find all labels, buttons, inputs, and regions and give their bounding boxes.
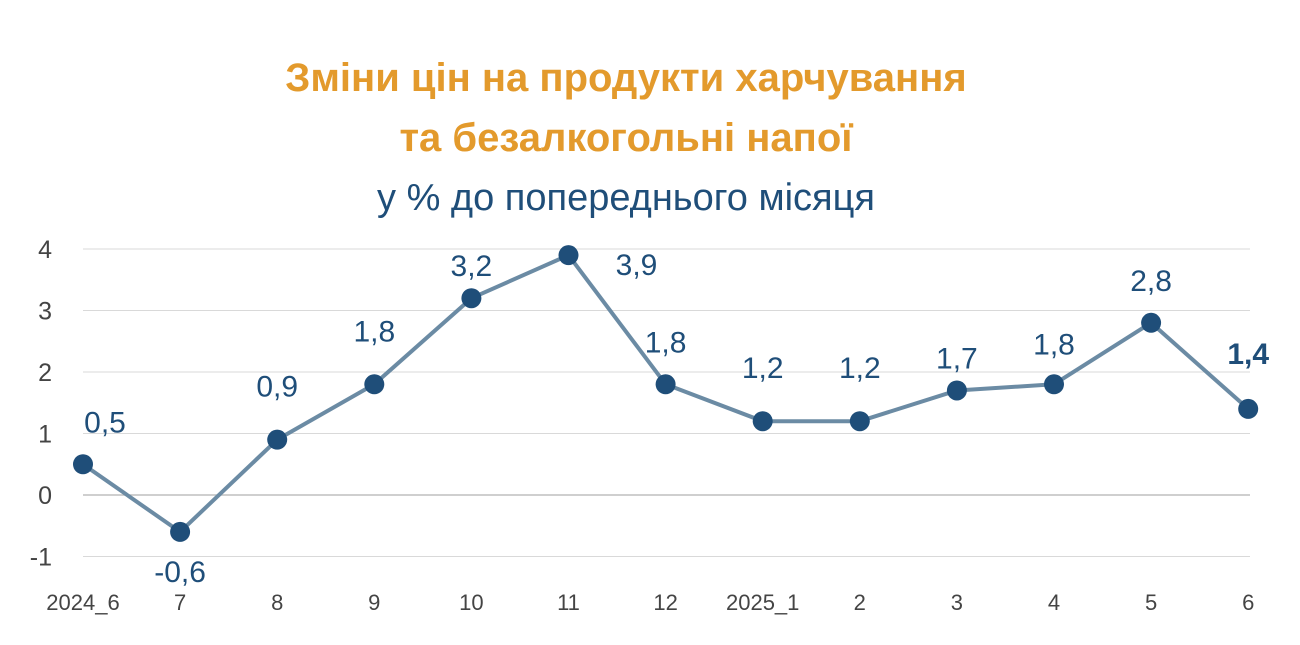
series-markers xyxy=(73,245,1259,542)
data-point xyxy=(73,454,93,475)
data-point xyxy=(1044,374,1064,395)
x-tick-label: 4 xyxy=(1048,590,1060,615)
y-axis-ticks: -1 0 1 2 3 4 xyxy=(30,236,52,572)
data-label: 1,8 xyxy=(645,326,687,359)
data-point xyxy=(849,411,870,432)
chart-title-line-1: Зміни цін на продукти харчування xyxy=(285,56,967,100)
data-label: -0,6 xyxy=(154,556,206,589)
data-point xyxy=(461,288,482,309)
data-label: 2,8 xyxy=(1130,265,1172,298)
data-label: 1,8 xyxy=(1033,328,1075,361)
data-label: 1,7 xyxy=(936,342,978,375)
data-point xyxy=(267,429,288,450)
chart-subtitle: у % до попереднього місяця xyxy=(377,177,875,219)
chart-title-block: Зміни цін на продукти харчування та беза… xyxy=(0,48,1252,226)
y-tick-label: 1 xyxy=(38,421,52,449)
data-label: 1,8 xyxy=(353,315,395,348)
x-tick-label: 5 xyxy=(1145,590,1157,615)
x-tick-label: 12 xyxy=(653,590,677,615)
data-label: 1,2 xyxy=(742,352,784,385)
x-axis-ticks: 2024_6 7 8 9 10 11 12 2025_1 2 3 4 5 6 xyxy=(46,590,1254,615)
x-tick-label: 11 xyxy=(557,590,580,615)
data-label: 3,9 xyxy=(616,249,658,282)
data-label: 0,9 xyxy=(256,371,298,404)
x-tick-label: 2025_1 xyxy=(726,590,799,615)
data-point xyxy=(1141,312,1162,333)
x-tick-label: 8 xyxy=(271,590,283,615)
data-label: 0,5 xyxy=(84,406,126,439)
data-point xyxy=(752,411,773,432)
chart-title-line-2: та безалкогольні напої xyxy=(399,116,853,160)
data-point xyxy=(655,374,676,395)
data-label: 1,2 xyxy=(839,352,881,385)
data-label: 3,2 xyxy=(451,250,493,283)
x-tick-label: 7 xyxy=(174,590,186,615)
x-tick-label: 3 xyxy=(951,590,963,615)
data-point xyxy=(364,374,385,395)
data-label: 1,4 xyxy=(1227,338,1269,371)
y-tick-label: -1 xyxy=(30,544,52,572)
y-tick-label: 2 xyxy=(38,359,52,387)
x-tick-label: 10 xyxy=(459,590,483,615)
data-labels: 0,5 -0,6 0,9 1,8 3,2 3,9 1,8 1,2 1,2 1,7 1,8 2,8 1,4 xyxy=(84,249,1269,589)
data-point xyxy=(170,521,191,542)
data-point xyxy=(1238,398,1259,419)
x-tick-label: 9 xyxy=(368,590,380,615)
data-point xyxy=(558,245,579,266)
x-tick-label: 2024_6 xyxy=(46,590,119,615)
x-tick-label: 6 xyxy=(1242,590,1254,615)
x-tick-label: 2 xyxy=(854,590,866,615)
y-tick-label: 4 xyxy=(38,236,52,264)
y-tick-label: 0 xyxy=(38,482,52,510)
data-point xyxy=(946,380,967,401)
y-tick-label: 3 xyxy=(38,298,52,326)
